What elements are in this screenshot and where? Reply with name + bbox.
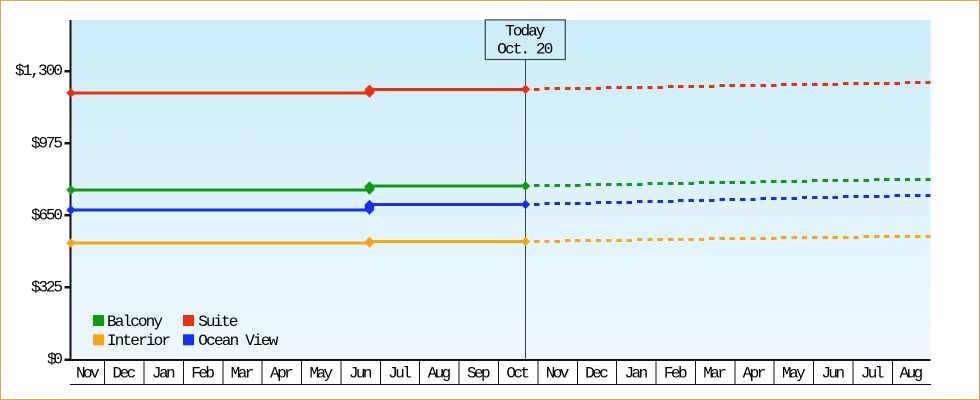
svg-text:Oct: Oct [506,365,530,383]
svg-text:Interior: Interior [107,332,171,350]
svg-text:Jul: Jul [861,365,885,383]
svg-text:Jun: Jun [349,365,373,383]
svg-text:Suite: Suite [198,313,238,331]
svg-text:Dec: Dec [113,365,137,383]
svg-text:Jul: Jul [388,365,412,383]
svg-text:May: May [309,365,333,383]
svg-text:Oct. 20: Oct. 20 [497,41,553,59]
svg-text:$325: $325 [31,279,63,297]
svg-text:Mar: Mar [231,365,255,383]
svg-text:Ocean View: Ocean View [198,332,278,350]
svg-text:Dec: Dec [585,365,609,383]
svg-text:Jun: Jun [821,365,845,383]
svg-text:$975: $975 [31,134,63,152]
svg-text:$650: $650 [31,207,63,225]
svg-text:Apr: Apr [270,365,294,383]
svg-text:Feb: Feb [664,365,688,383]
svg-text:Sep: Sep [467,365,491,383]
svg-text:May: May [782,365,806,383]
svg-text:$0: $0 [47,351,63,369]
svg-text:Nov: Nov [76,365,100,383]
svg-text:$1,300: $1,300 [15,62,63,80]
svg-text:Balcony: Balcony [107,313,163,331]
svg-text:Today: Today [505,23,545,41]
svg-text:Aug: Aug [900,365,924,383]
svg-text:Jan: Jan [152,365,176,383]
svg-text:Apr: Apr [743,365,767,383]
svg-text:Aug: Aug [428,365,452,383]
svg-text:Jan: Jan [624,365,648,383]
svg-text:Mar: Mar [703,365,727,383]
svg-text:Nov: Nov [546,365,570,383]
svg-text:Feb: Feb [191,365,215,383]
